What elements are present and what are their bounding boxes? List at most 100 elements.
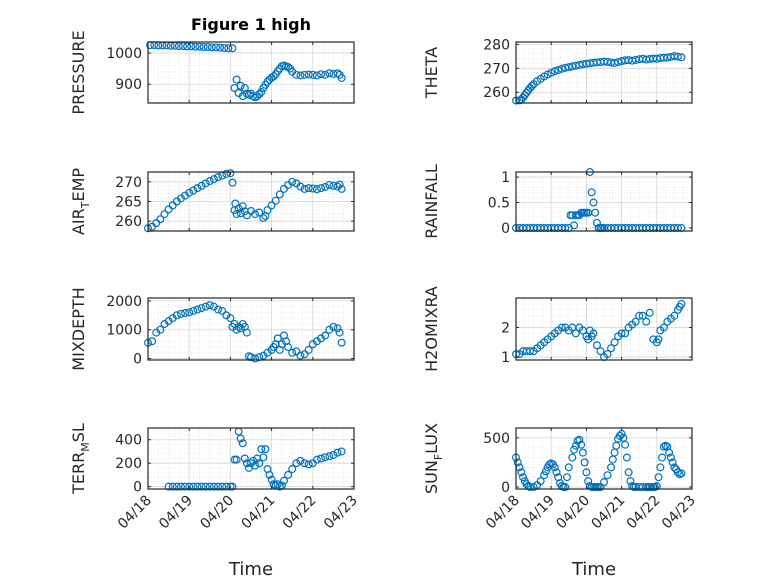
data-point [552,468,561,477]
major-grid [516,42,692,103]
data-point [238,202,247,211]
data-point [666,453,675,462]
y-axis-label: RAINFALL [422,164,441,239]
data-point [325,69,334,78]
data-point [240,207,249,216]
data-point [563,473,572,482]
data-point [222,482,231,491]
y-tick-label: 280 [483,37,510,53]
series-terr_msl [164,427,346,491]
data-point [273,334,282,343]
data-point [193,305,202,314]
data-point [304,345,313,354]
data-point [220,43,229,52]
data-point [526,347,535,356]
data-point [257,88,266,97]
data-point [181,308,190,317]
data-point [214,173,223,182]
data-point [193,184,202,193]
data-point [160,210,169,219]
data-point [621,329,630,338]
data-point [185,188,194,197]
data-point [176,482,185,491]
data-point [214,482,223,491]
x-tick-label: 04/22 [624,493,664,533]
data-point [207,43,216,52]
data-point [197,482,206,491]
major-grid [148,42,354,103]
data-point [251,210,260,219]
y-tick-label: 1 [501,170,510,186]
data-point [550,67,559,76]
data-point [337,184,346,193]
axes-box [515,297,693,361]
data-point [584,477,593,486]
data-point [257,445,266,454]
data-point [568,453,577,462]
data-point [203,43,212,52]
data-point [665,448,674,457]
subplot-rainfall: 0 0.5 1 RAINFALL [422,164,693,239]
data-point [603,471,612,480]
data-point [654,473,663,482]
data-point [265,470,274,479]
data-point [172,482,181,491]
data-point [271,196,280,205]
data-point [517,468,526,477]
y-tick-label: 1 [501,350,510,366]
data-point [599,478,608,487]
data-point [513,458,522,467]
data-point [232,455,241,464]
data-point [201,179,210,188]
data-point [197,181,206,190]
data-point [333,182,342,191]
data-point [575,435,584,444]
data-point [656,463,665,472]
data-point [232,210,241,219]
data-point [214,305,223,314]
data-point [337,338,346,347]
data-point [226,314,235,323]
data-point [284,343,293,352]
data-point [288,177,297,186]
data-point [317,184,326,193]
data-point [195,42,204,51]
data-point [321,182,330,191]
data-point [284,63,293,72]
data-point [172,311,181,320]
data-point [232,75,241,84]
data-point [201,482,210,491]
data-point [236,434,245,443]
axes-box [147,427,355,490]
data-point [325,180,334,189]
data-point [273,67,282,76]
data-point [253,92,262,101]
data-point [275,190,284,199]
data-point [300,459,309,468]
data-point [333,448,342,457]
data-point [571,329,580,338]
data-point [296,351,305,360]
data-point [156,325,165,334]
data-point [570,445,579,454]
axes-box [147,41,355,104]
x-axis-label-right: Time [571,559,616,580]
y-tick-label: 2 [501,321,510,337]
data-point [589,329,598,338]
data-point [304,460,313,469]
data-point [199,43,208,52]
data-point [677,53,686,62]
data-point [596,347,605,356]
data-point [236,81,245,90]
data-point [189,186,198,195]
data-point [259,453,268,462]
y-tick-label: 270 [115,175,142,191]
data-point [591,208,600,217]
data-point [526,483,535,492]
data-point [197,304,206,313]
data-point [148,337,157,346]
data-point [205,482,214,491]
data-point [677,299,686,308]
major-grid [148,428,354,489]
data-point [284,470,293,479]
